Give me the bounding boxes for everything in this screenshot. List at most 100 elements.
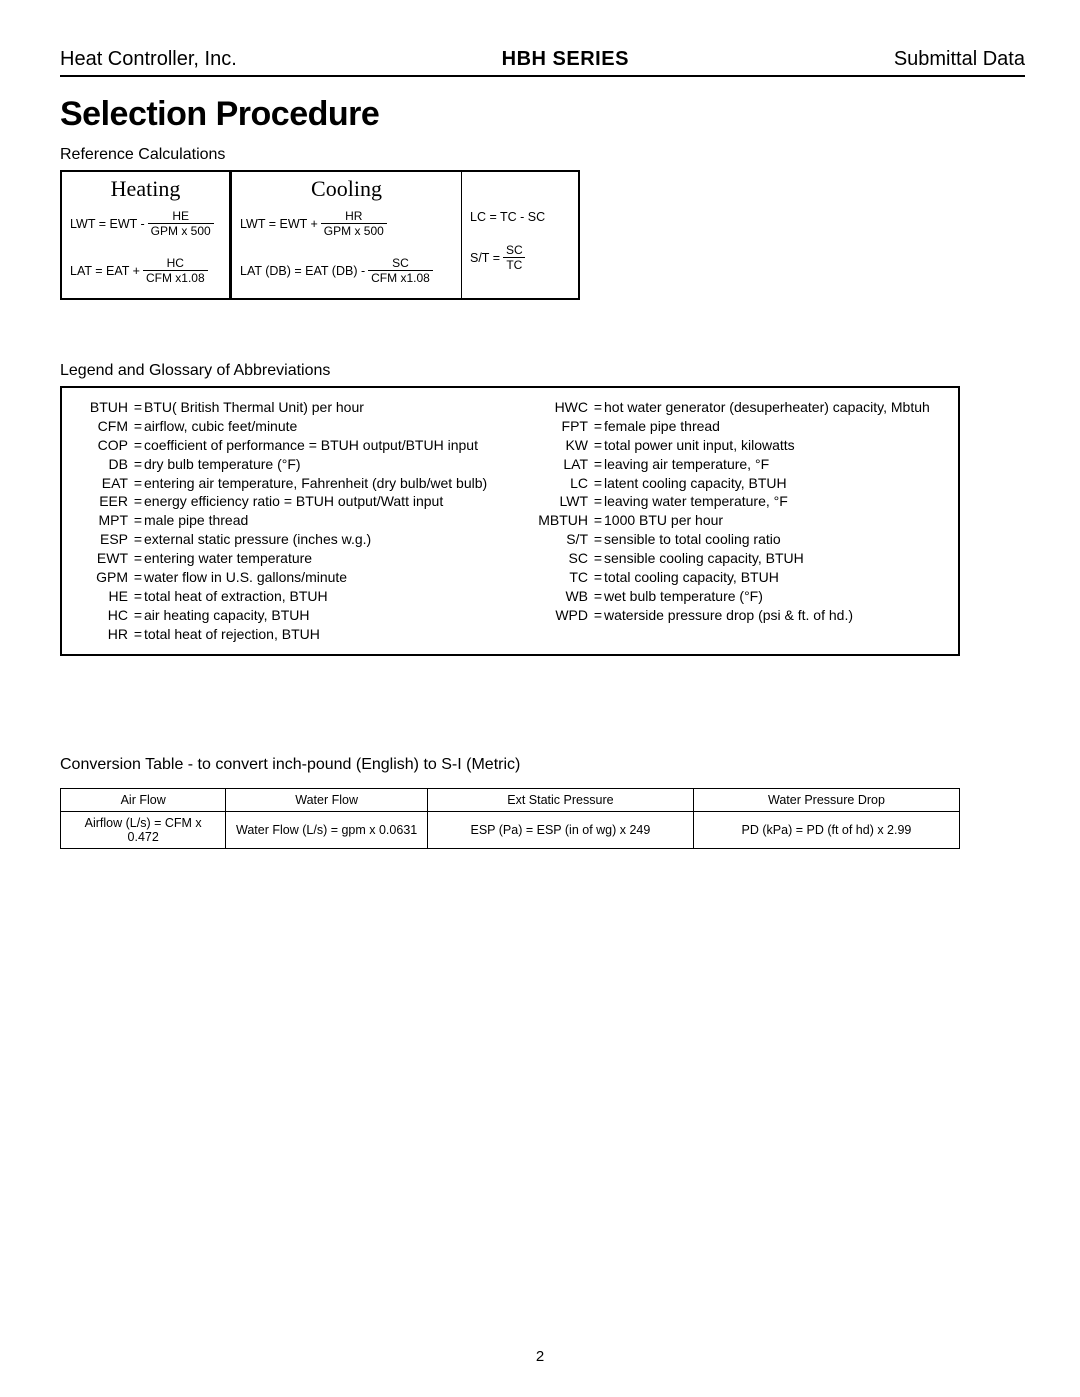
equals: = — [132, 474, 144, 493]
equals: = — [592, 474, 604, 493]
eq-text: S/T = — [470, 251, 500, 265]
glossary-row: EAT=entering air temperature, Fahrenheit… — [76, 474, 526, 493]
glossary-key: S/T — [536, 530, 592, 549]
eq-text: LWT = EWT + — [240, 217, 318, 231]
glossary-value: water flow in U.S. gallons/minute — [144, 568, 526, 587]
extra-eq-2: S/T = SC TC — [468, 230, 572, 277]
glossary-row: HWC=hot water generator (desuperheater) … — [536, 398, 944, 417]
glossary-value: wet bulb temperature (°F) — [604, 587, 944, 606]
glossary-value: total heat of extraction, BTUH — [144, 587, 526, 606]
glossary-row: COP=coefficient of performance = BTUH ou… — [76, 436, 526, 455]
glossary-value: entering air temperature, Fahrenheit (dr… — [144, 474, 526, 493]
fraction: HE GPM x 500 — [148, 210, 214, 237]
numerator: HC — [164, 257, 187, 270]
glossary-value: entering water temperature — [144, 549, 526, 568]
glossary-key: SC — [536, 549, 592, 568]
glossary-row: HE=total heat of extraction, BTUH — [76, 587, 526, 606]
glossary-row: ESP=external static pressure (inches w.g… — [76, 530, 526, 549]
glossary-row: TC=total cooling capacity, BTUH — [536, 568, 944, 587]
glossary-value: leaving water temperature, °F — [604, 492, 944, 511]
glossary-value: hot water generator (desuperheater) capa… — [604, 398, 944, 417]
glossary-value: sensible cooling capacity, BTUH — [604, 549, 944, 568]
denominator: GPM x 500 — [148, 223, 214, 237]
glossary-key: DB — [76, 455, 132, 474]
heating-column: Heating LWT = EWT - HE GPM x 500 LAT = E… — [62, 172, 232, 298]
glossary-row: MBTUH=1000 BTU per hour — [536, 511, 944, 530]
glossary-value: 1000 BTU per hour — [604, 511, 944, 530]
cooling-eq-1: LWT = EWT + HR GPM x 500 — [238, 204, 455, 243]
equals: = — [592, 492, 604, 511]
eq-text: LAT = EAT + — [70, 264, 140, 278]
glossary-key: GPM — [76, 568, 132, 587]
glossary-key: COP — [76, 436, 132, 455]
glossary-key: WB — [536, 587, 592, 606]
heating-eq-1: LWT = EWT - HE GPM x 500 — [68, 204, 223, 243]
numerator: HE — [169, 210, 192, 223]
glossary-right-column: HWC=hot water generator (desuperheater) … — [536, 398, 944, 644]
glossary-value: BTU( British Thermal Unit) per hour — [144, 398, 526, 417]
equals: = — [132, 568, 144, 587]
glossary-key: LAT — [536, 455, 592, 474]
equals: = — [592, 549, 604, 568]
equals: = — [132, 436, 144, 455]
glossary-value: total heat of rejection, BTUH — [144, 625, 526, 644]
glossary-key: ESP — [76, 530, 132, 549]
glossary-value: air heating capacity, BTUH — [144, 606, 526, 625]
glossary-row: WPD=waterside pressure drop (psi & ft. o… — [536, 606, 944, 625]
equals: = — [132, 606, 144, 625]
header-center: HBH SERIES — [502, 48, 629, 71]
equals: = — [592, 568, 604, 587]
glossary-row: HR=total heat of rejection, BTUH — [76, 625, 526, 644]
table-header-cell: Air Flow — [61, 788, 226, 811]
glossary-key: WPD — [536, 606, 592, 625]
equals: = — [132, 511, 144, 530]
page-title: Selection Procedure — [60, 95, 1025, 134]
equals: = — [132, 455, 144, 474]
glossary-key: BTUH — [76, 398, 132, 417]
glossary-row: FPT=female pipe thread — [536, 417, 944, 436]
glossary-row: EWT=entering water temperature — [76, 549, 526, 568]
heating-eq-2: LAT = EAT + HC CFM x1.08 — [68, 243, 223, 290]
denominator: TC — [503, 257, 525, 271]
glossary-key: HR — [76, 625, 132, 644]
numerator: HR — [342, 210, 365, 223]
page-header: Heat Controller, Inc. HBH SERIES Submitt… — [60, 48, 1025, 73]
reference-calculations-box: Heating LWT = EWT - HE GPM x 500 LAT = E… — [60, 170, 580, 300]
glossary-key: FPT — [536, 417, 592, 436]
table-cell: ESP (Pa) = ESP (in of wg) x 249 — [427, 811, 693, 848]
equals: = — [132, 398, 144, 417]
glossary-box: BTUH=BTU( British Thermal Unit) per hour… — [60, 386, 960, 656]
glossary-key: LC — [536, 474, 592, 493]
glossary-key: HC — [76, 606, 132, 625]
equals: = — [132, 530, 144, 549]
conversion-heading: Conversion Table - to convert inch-pound… — [60, 756, 1025, 774]
equals: = — [592, 436, 604, 455]
glossary-value: total cooling capacity, BTUH — [604, 568, 944, 587]
table-header-cell: Water Pressure Drop — [693, 788, 959, 811]
glossary-key: HE — [76, 587, 132, 606]
extra-column: LC = TC - SC S/T = SC TC — [462, 172, 578, 298]
glossary-row: KW=total power unit input, kilowatts — [536, 436, 944, 455]
table-header-cell: Water Flow — [226, 788, 428, 811]
header-rule — [60, 75, 1025, 77]
table-header-cell: Ext Static Pressure — [427, 788, 693, 811]
table-cell: PD (kPa) = PD (ft of hd) x 2.99 — [693, 811, 959, 848]
glossary-key: EER — [76, 492, 132, 511]
glossary-row: MPT= male pipe thread — [76, 511, 526, 530]
fraction: HC CFM x1.08 — [143, 257, 208, 284]
fraction: HR GPM x 500 — [321, 210, 387, 237]
glossary-key: EAT — [76, 474, 132, 493]
equals: = — [592, 587, 604, 606]
fraction: SC CFM x1.08 — [368, 257, 433, 284]
equals: = — [592, 606, 604, 625]
glossary-value: sensible to total cooling ratio — [604, 530, 944, 549]
eq-text: LC = TC - SC — [470, 210, 545, 224]
table-row: Airflow (L/s) = CFM x 0.472Water Flow (L… — [61, 811, 960, 848]
table-cell: Airflow (L/s) = CFM x 0.472 — [61, 811, 226, 848]
equals: = — [132, 417, 144, 436]
equals: = — [132, 625, 144, 644]
equals: = — [592, 417, 604, 436]
header-left: Heat Controller, Inc. — [60, 48, 237, 71]
glossary-key: CFM — [76, 417, 132, 436]
header-right: Submittal Data — [894, 48, 1025, 71]
